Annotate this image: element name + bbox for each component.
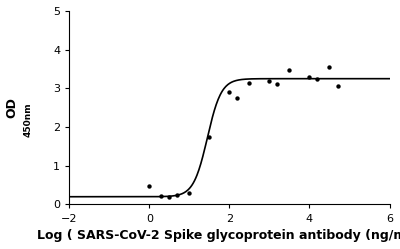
X-axis label: Log ( SARS-CoV-2 Spike glycoprotein antibody (ng/ml)): Log ( SARS-CoV-2 Spike glycoprotein anti… xyxy=(37,229,400,242)
Point xyxy=(158,194,164,198)
Point xyxy=(286,68,293,72)
Point xyxy=(206,135,212,139)
Point xyxy=(186,191,192,195)
Text: OD: OD xyxy=(5,97,18,118)
Point xyxy=(166,195,172,199)
Point xyxy=(226,90,233,94)
Point xyxy=(234,96,241,100)
Point xyxy=(146,184,152,188)
Text: 450nm: 450nm xyxy=(23,102,32,137)
Point xyxy=(314,77,321,81)
Point xyxy=(326,65,333,69)
Point xyxy=(174,193,180,197)
Point xyxy=(274,82,281,86)
Point xyxy=(246,81,253,85)
Point xyxy=(266,79,273,83)
Point xyxy=(306,75,313,79)
Point xyxy=(334,84,341,88)
